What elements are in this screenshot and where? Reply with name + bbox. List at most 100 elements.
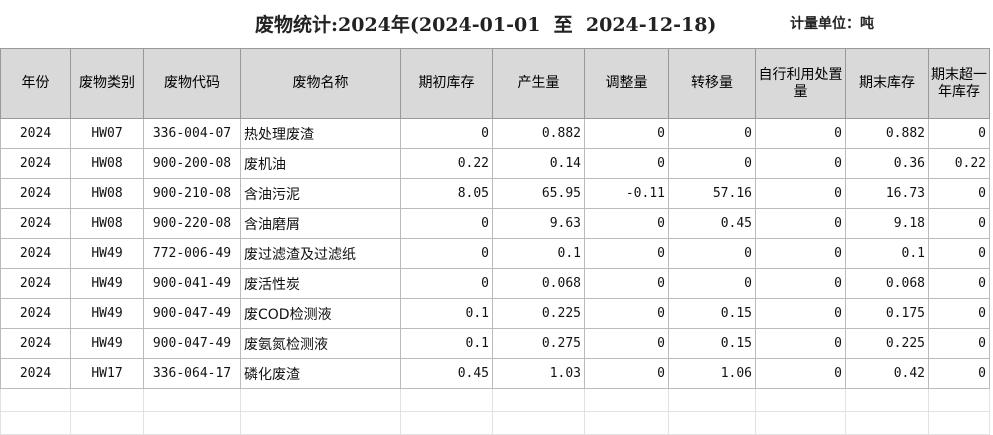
- table-cell: HW08: [70, 178, 144, 209]
- blank-cell: [0, 411, 71, 435]
- table-cell: 0.15: [668, 328, 756, 359]
- blank-cell: [584, 388, 669, 412]
- table-cell: 废氨氮检测液: [240, 328, 401, 359]
- table-cell: 2024: [0, 328, 71, 359]
- table-cell: 0: [928, 178, 990, 209]
- table-cell: 0: [928, 358, 990, 389]
- blank-cell: [584, 411, 669, 435]
- table-cell: 900-210-08: [143, 178, 241, 209]
- table-cell: 0: [584, 238, 669, 269]
- table-cell: 0.275: [492, 328, 585, 359]
- table-cell: 0: [400, 118, 493, 149]
- column-header: 期末超一年库存: [928, 48, 990, 119]
- column-header: 转移量: [668, 48, 756, 119]
- table-cell: 含油污泥: [240, 178, 401, 209]
- table-cell: 废活性炭: [240, 268, 401, 299]
- table-cell: 0: [755, 358, 846, 389]
- table-cell: 57.16: [668, 178, 756, 209]
- table-cell: 热处理废渣: [240, 118, 401, 149]
- table-cell: 2024: [0, 268, 71, 299]
- table-cell: 0: [928, 238, 990, 269]
- table-cell: 0.36: [845, 148, 929, 179]
- table-cell: 2024: [0, 298, 71, 329]
- table-cell: 0.882: [845, 118, 929, 149]
- column-header: 废物名称: [240, 48, 401, 119]
- blank-cell: [143, 411, 241, 435]
- column-header: 期末库存: [845, 48, 929, 119]
- table-cell: 0: [668, 238, 756, 269]
- table-cell: 0: [400, 268, 493, 299]
- table-cell: 336-004-07: [143, 118, 241, 149]
- table-cell: 0.45: [400, 358, 493, 389]
- table-cell: 0: [584, 268, 669, 299]
- table-cell: 0.068: [845, 268, 929, 299]
- table-cell: 8.05: [400, 178, 493, 209]
- column-header: 年份: [0, 48, 71, 119]
- blank-cell: [755, 388, 846, 412]
- table-cell: HW49: [70, 298, 144, 329]
- blank-cell: [845, 388, 929, 412]
- column-header: 废物类别: [70, 48, 144, 119]
- table-row: 2024 HW49 772-006-49 废过滤渣及过滤纸 0 0.1 0 0 0 0.1 0: [0, 238, 990, 269]
- table-cell: 0: [755, 178, 846, 209]
- table-cell: 900-200-08: [143, 148, 241, 179]
- blank-cell: [400, 411, 493, 435]
- table-cell: 772-006-49: [143, 238, 241, 269]
- table-cell: HW49: [70, 238, 144, 269]
- blank-row: [0, 411, 990, 435]
- blank-cell: [928, 388, 990, 412]
- table-cell: 0.1: [400, 298, 493, 329]
- table-cell: 0: [755, 148, 846, 179]
- table-cell: 900-047-49: [143, 298, 241, 329]
- blank-row: [0, 388, 990, 412]
- table-cell: 0: [584, 358, 669, 389]
- table-cell: 900-220-08: [143, 208, 241, 239]
- table-cell: 2024: [0, 358, 71, 389]
- table-cell: HW49: [70, 328, 144, 359]
- table-cell: 0: [584, 148, 669, 179]
- table-cell: 0.45: [668, 208, 756, 239]
- table-cell: 1.06: [668, 358, 756, 389]
- blank-cell: [70, 411, 144, 435]
- table-cell: 0.068: [492, 268, 585, 299]
- table-cell: 0: [928, 208, 990, 239]
- table-cell: 0.225: [845, 328, 929, 359]
- waste-table: 年份 废物类别 废物代码 废物名称 期初库存 产生量 调整量 转移量 自行利用处置量 期末库存 期末…: [0, 48, 990, 435]
- blank-cell: [240, 388, 401, 412]
- table-cell: HW49: [70, 268, 144, 299]
- table-cell: 65.95: [492, 178, 585, 209]
- table-cell: 0: [755, 268, 846, 299]
- table-body: 2024 HW07 336-004-07 热处理废渣 0 0.882 0 0 0 0.882 0 20…: [0, 118, 990, 435]
- title: 废物统计:2024年(2024-01-01 至 2024-12-18): [255, 14, 717, 36]
- table-cell: 0: [668, 148, 756, 179]
- table-cell: 0.15: [668, 298, 756, 329]
- table-cell: HW08: [70, 208, 144, 239]
- table-cell: 1.03: [492, 358, 585, 389]
- blank-cell: [668, 388, 756, 412]
- blank-cell: [928, 411, 990, 435]
- column-header: 废物代码: [143, 48, 241, 119]
- table-cell: 0: [755, 238, 846, 269]
- table-cell: 0.1: [400, 328, 493, 359]
- table-cell: 废机油: [240, 148, 401, 179]
- table-cell: 0: [755, 328, 846, 359]
- page: 废物统计:2024年(2024-01-01 至 2024-12-18) 计量单位…: [0, 14, 990, 435]
- blank-cell: [492, 411, 585, 435]
- table-cell: 900-041-49: [143, 268, 241, 299]
- table-cell: 336-064-17: [143, 358, 241, 389]
- table-row: 2024 HW08 900-210-08 含油污泥 8.05 65.95 -0.11 57.1…: [0, 178, 990, 209]
- table-cell: 16.73: [845, 178, 929, 209]
- table-cell: 2024: [0, 238, 71, 269]
- table-cell: 磷化废渣: [240, 358, 401, 389]
- table-cell: 0.225: [492, 298, 585, 329]
- table-cell: 0.42: [845, 358, 929, 389]
- table-row: 2024 HW08 900-220-08 含油磨屑 0 9.63 0 0.45 0 9.18 0: [0, 208, 990, 239]
- table-cell: 含油磨屑: [240, 208, 401, 239]
- table-cell: 0: [584, 118, 669, 149]
- table-cell: 0: [928, 298, 990, 329]
- table-cell: 0: [928, 328, 990, 359]
- table-cell: 9.18: [845, 208, 929, 239]
- blank-cell: [845, 411, 929, 435]
- table-cell: 0: [584, 208, 669, 239]
- table-cell: 0: [400, 238, 493, 269]
